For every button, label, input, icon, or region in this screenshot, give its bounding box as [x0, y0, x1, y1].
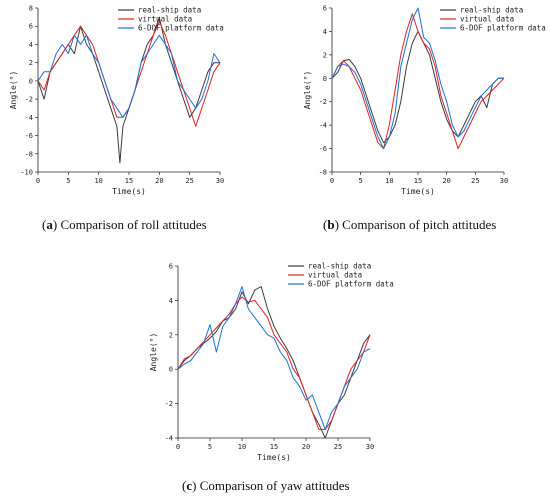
x-tick-label: 25	[334, 443, 342, 451]
legend-label-virtual: virtual data	[308, 271, 362, 280]
legend-label-real: real-ship data	[138, 6, 201, 15]
x-tick-label: 0	[330, 177, 334, 185]
y-axis-label: Angle(°)	[9, 71, 18, 110]
y-tick-label: 0	[169, 366, 173, 374]
y-tick-label: -8	[319, 169, 327, 177]
y-tick-label: -6	[25, 132, 33, 140]
y-tick-label: -2	[165, 400, 173, 408]
x-axis-label: Time(s)	[257, 453, 291, 462]
x-tick-label: 15	[270, 443, 278, 451]
y-tick-label: -4	[25, 114, 33, 122]
pitch-chart-svg: 0 5 10 15 20 25 30 -8 -6 -4 -2 0 2 4 6 Time(s) Angle(°) r…	[303, 5, 546, 197]
series-line-real	[37, 16, 220, 164]
x-tick-label: 10	[385, 177, 393, 185]
x-tick-label: 30	[500, 177, 508, 185]
yaw-chart-svg: 0 5 10 15 20 25 30 -4 -2 0 2 4 6 Time(s) Angle(°) real-…	[149, 262, 394, 463]
caption-roll: (a) Comparison of roll attitudes	[42, 217, 207, 232]
x-tick-label: 30	[366, 443, 374, 451]
y-tick-label: 2	[29, 59, 33, 67]
chart-roll: 0 5 10 15 20 25 30 -10 -8 -6 -4 -2 0 2 4 6 8 Time(s) Angle…	[0, 0, 275, 205]
caption-yaw-letter: c	[186, 478, 193, 493]
legend-label-platform: 6-DOF platform data	[308, 280, 394, 289]
caption-pitch-letter: b	[327, 217, 335, 232]
caption-pitch-text: Comparison of pitch attitudes	[338, 217, 497, 232]
y-tick-label: 0	[29, 77, 33, 85]
legend-label-virtual: virtual data	[460, 15, 514, 24]
x-tick-label: 20	[302, 443, 310, 451]
x-tick-label: 30	[216, 177, 224, 185]
x-tick-label: 10	[238, 443, 246, 451]
y-tick-label: 6	[169, 263, 173, 271]
series-line-platform	[331, 7, 504, 150]
legend-label-platform: 6-DOF platform data	[460, 24, 546, 33]
y-tick-label: 2	[169, 331, 173, 339]
series-line-virtual	[177, 296, 371, 430]
y-tick-label: 0	[323, 75, 327, 83]
x-axis-label: Time(s)	[112, 187, 146, 196]
caption-pitch: (b) Comparison of pitch attitudes	[323, 217, 497, 232]
series-line-platform	[177, 286, 371, 430]
x-tick-label: 25	[185, 177, 193, 185]
series-line-real	[331, 30, 504, 144]
x-tick-label: 0	[36, 177, 40, 185]
x-tick-label: 5	[66, 177, 70, 185]
legend-label-virtual: virtual data	[138, 15, 192, 24]
y-tick-label: -2	[319, 98, 327, 106]
y-tick-label: -4	[165, 435, 173, 443]
x-tick-label: 5	[208, 443, 212, 451]
y-tick-label: -2	[25, 96, 33, 104]
x-tick-label: 20	[442, 177, 450, 185]
y-tick-label: 4	[169, 297, 173, 305]
legend-label-real: real-ship data	[308, 262, 371, 271]
y-tick-label: 6	[29, 23, 33, 31]
series-line-virtual	[331, 13, 505, 150]
x-tick-label: 10	[94, 177, 102, 185]
x-axis-label: Time(s)	[401, 187, 435, 196]
caption-roll-letter: a	[46, 217, 53, 232]
roll-chart-svg: 0 5 10 15 20 25 30 -10 -8 -6 -4 -2 0 2 4 6 8 Time(s) Angle…	[9, 5, 224, 197]
x-tick-label: 15	[125, 177, 133, 185]
series-line-virtual	[37, 21, 221, 127]
legend-label-real: real-ship data	[460, 6, 523, 15]
chart-pitch: 0 5 10 15 20 25 30 -8 -6 -4 -2 0 2 4 6 Time(s) Angle(°) r…	[280, 0, 550, 205]
y-tick-label: 4	[29, 41, 33, 49]
x-tick-label: 0	[176, 443, 180, 451]
y-tick-label: -6	[319, 145, 327, 153]
y-tick-label: -4	[319, 122, 327, 130]
caption-yaw-text: Comparison of yaw attitudes	[196, 478, 350, 493]
x-tick-label: 20	[155, 177, 163, 185]
y-axis-label: Angle(°)	[303, 71, 312, 110]
x-tick-label: 5	[359, 177, 363, 185]
x-tick-label: 15	[414, 177, 422, 185]
y-tick-label: 8	[29, 5, 33, 13]
y-tick-label: 4	[323, 28, 327, 36]
x-tick-label: 25	[471, 177, 479, 185]
caption-yaw: (c) Comparison of yaw attitudes	[182, 478, 350, 493]
y-tick-label: -8	[25, 150, 33, 158]
legend-label-platform: 6-DOF platform data	[138, 24, 224, 33]
series-line-real	[177, 286, 371, 439]
y-tick-label: 2	[323, 51, 327, 59]
chart-yaw: 0 5 10 15 20 25 30 -4 -2 0 2 4 6 Time(s) Angle(°) real-…	[140, 258, 420, 468]
y-tick-label: -10	[20, 169, 33, 177]
y-axis-label: Angle(°)	[149, 333, 158, 372]
caption-roll-text: Comparison of roll attitudes	[57, 217, 207, 232]
y-tick-label: 6	[323, 5, 327, 13]
series-line-platform	[37, 34, 221, 118]
